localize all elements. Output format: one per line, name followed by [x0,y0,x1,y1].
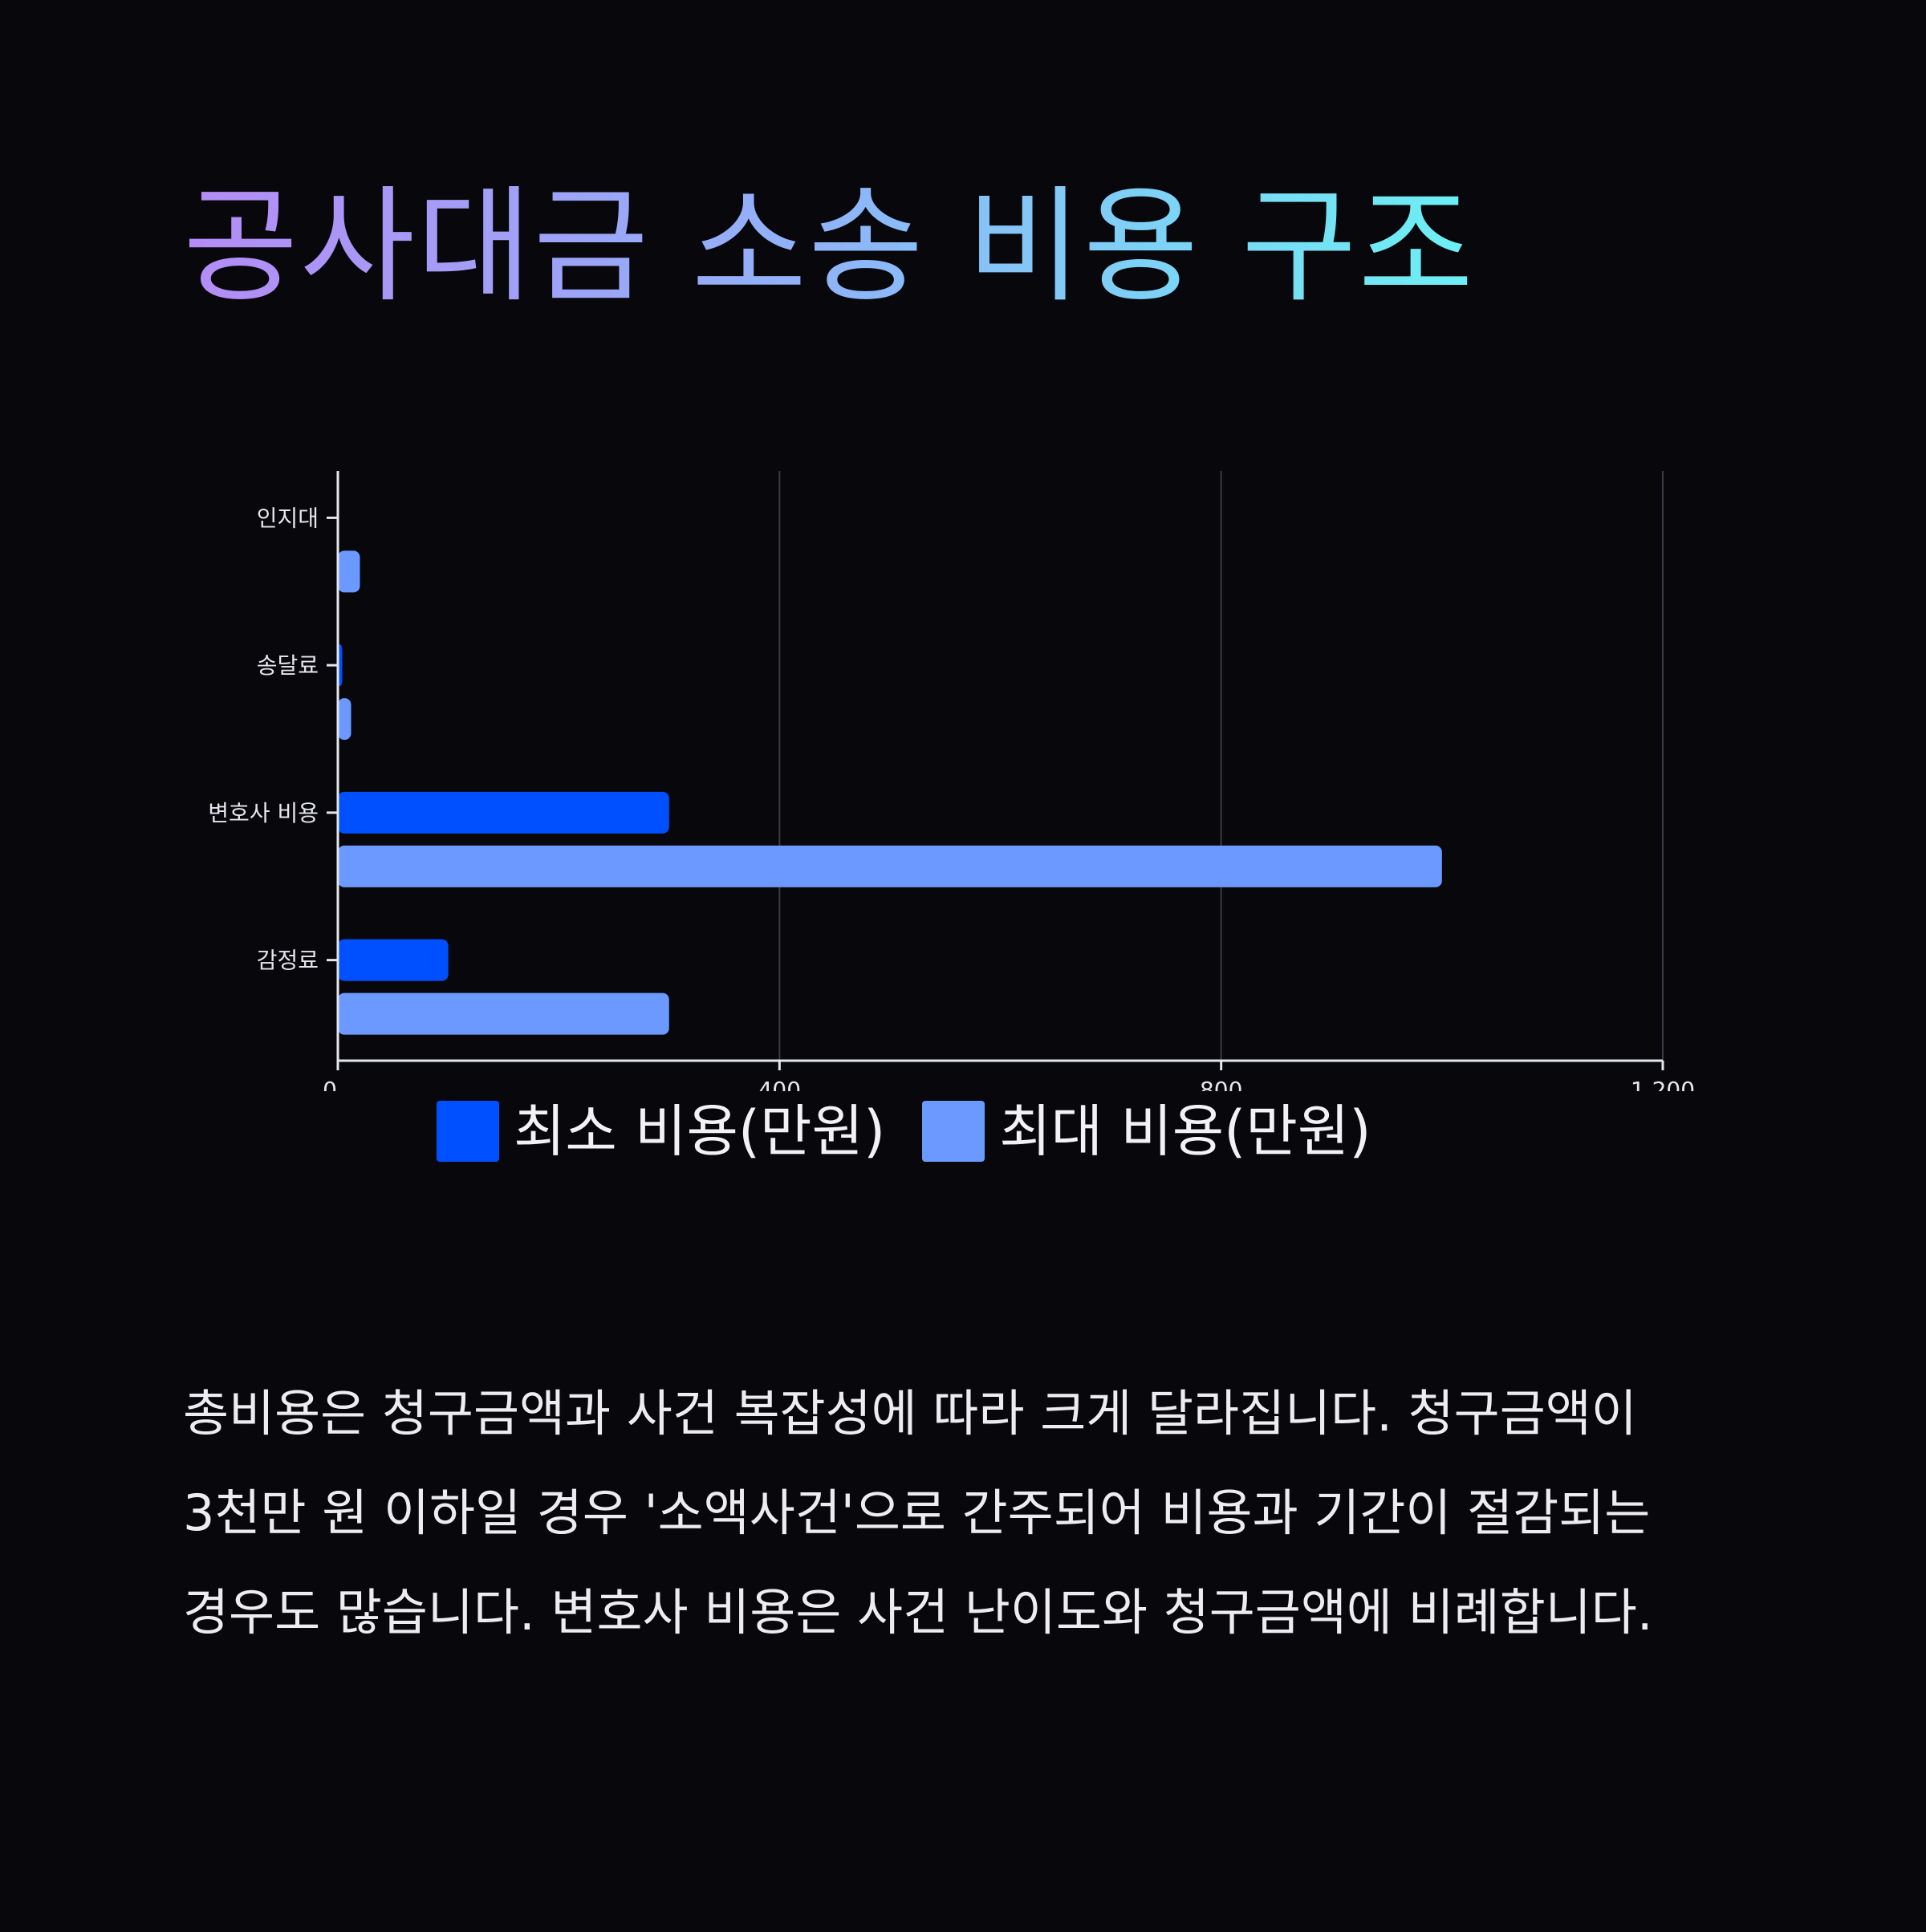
legend-label-max: 최대 비용(만원) [999,1098,1371,1164]
legend-item-min: 최소 비용(만원) [437,1101,885,1162]
legend-label-min: 최소 비용(만원) [514,1098,886,1164]
category-label-3: 감정료 [257,948,319,974]
legend-swatch-max [922,1101,985,1162]
bar-min-3 [338,939,449,981]
category-label-0: 인지대 [257,505,319,531]
bar-max-2 [338,845,1442,887]
legend-swatch-min [437,1101,499,1162]
x-tick-label-1200: 1,200 [1631,1077,1695,1091]
x-tick-label-400: 400 [758,1077,801,1091]
bar-max-0 [338,550,360,593]
chart-legend: 최소 비용(만원) 최대 비용(만원) [437,1101,1371,1162]
bar-layer [338,550,1442,1035]
bar-min-2 [338,791,669,834]
description-text: 총비용은 청구금액과 사건 복잡성에 따라 크게 달라집니다. 청구금액이 3천… [183,1384,1653,1642]
axis-layer [327,471,1664,1070]
category-label-2: 변호사 비용 [208,800,319,826]
bar-max-1 [338,698,351,741]
bar-max-3 [338,992,669,1035]
legend-item-max: 최대 비용(만원) [922,1101,1371,1162]
x-tick-label-800: 800 [1200,1077,1242,1091]
category-label-1: 송달료 [257,652,319,679]
page-title: 공사대금 소송 비용 구조 [183,173,1475,319]
x-tick-label-0: 0 [323,1077,337,1091]
grid-layer [778,471,1664,1061]
